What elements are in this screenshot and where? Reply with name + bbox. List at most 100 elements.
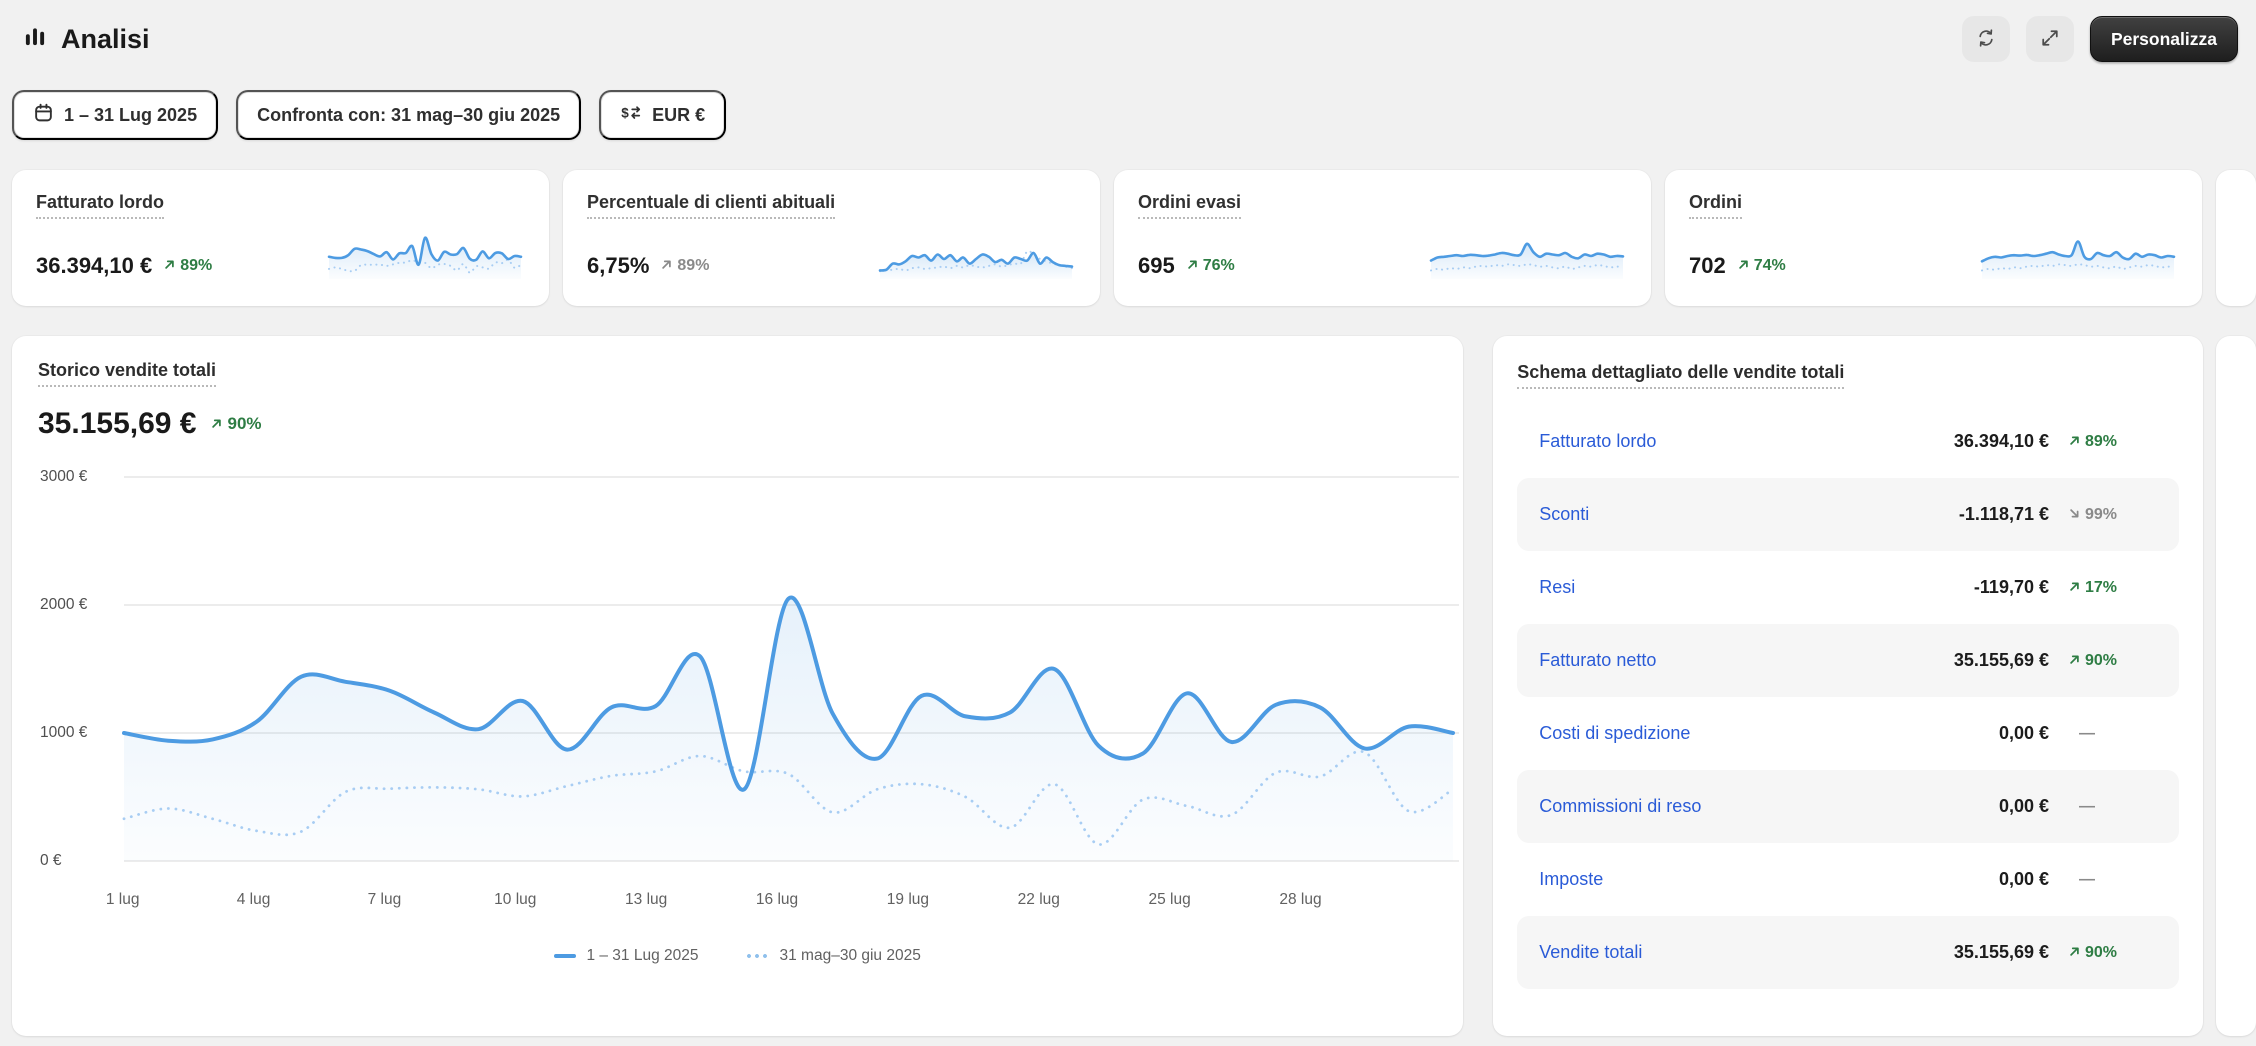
total-sales-chart-panel: Storico vendite totali 35.155,69 € 90% 3… [12,336,1464,1036]
trend-arrow-icon [211,414,222,434]
legend-item-compare: 31 mag–30 giu 2025 [744,947,921,965]
detail-row[interactable]: Vendite totali 35.155,69 € 90% [1517,916,2179,989]
detail-value: -119,70 € [1973,577,2049,597]
detail-row[interactable]: Fatturato lordo 36.394,10 € 89% [1517,405,2179,478]
detail-delta: — [2069,725,2157,743]
kpi-title-link[interactable]: Percentuale di clienti abituali [587,192,836,219]
trend-arrow-icon [2069,506,2080,524]
detail-delta: 90% [2069,944,2157,962]
refresh-icon [1975,27,1997,52]
detail-value: 0,00 € [1998,796,2049,816]
detail-value: 35.155,69 € [1953,942,2049,962]
detail-row[interactable]: Commissioni di reso 0,00 € — [1517,770,2179,843]
x-tick-label: 7 lug [367,891,402,908]
kpi-title-link[interactable]: Ordini [1689,192,1742,219]
detail-delta: 17% [2069,579,2157,597]
title-group: Analisi [22,24,150,55]
currency-label: EUR € [652,104,706,125]
detail-metric-link[interactable]: Fatturato netto [1539,650,1657,670]
trend-arrow-icon [2069,652,2080,670]
chart-delta: 90% [211,414,262,434]
detail-row[interactable]: Sconti -1.118,71 € 99% [1517,478,2179,551]
expand-icon [2039,27,2061,52]
kpi-value: 695 [1138,253,1175,278]
sales-line-chart[interactable] [38,465,1459,875]
y-tick-label: 3000 € [40,468,88,485]
detail-row[interactable]: Imposte 0,00 € — [1517,843,2179,916]
detail-value: 36.394,10 € [1953,431,2049,451]
kpi-title-link[interactable]: Ordini evasi [1138,192,1242,219]
refresh-button[interactable] [1961,16,2010,62]
kpi-delta: 89% [164,257,212,275]
detail-delta: — [2069,871,2157,889]
kpi-row: Fatturato lordo 36.394,10 € 89% Percentu… [12,170,2256,306]
solid-line-swatch [554,954,577,958]
panel-partial [2216,336,2256,1036]
currency-picker[interactable]: $ EUR € [599,90,727,140]
detail-metric-link[interactable]: Vendite totali [1539,942,1643,962]
kpi-value: 36.394,10 € [36,253,153,278]
kpi-delta: 74% [1738,257,1786,275]
page-title: Analisi [61,23,150,54]
detail-metric-link[interactable]: Fatturato lordo [1539,431,1657,451]
detail-row[interactable]: Fatturato netto 35.155,69 € 90% [1517,624,2179,697]
legend-item-current: 1 – 31 Lug 2025 [554,947,699,965]
detail-metric-link[interactable]: Imposte [1539,869,1604,889]
x-tick-label: 10 lug [494,891,537,908]
date-range-label: 1 – 31 Lug 2025 [64,104,198,125]
detail-metric-link[interactable]: Resi [1539,577,1576,597]
trend-arrow-icon [2069,944,2080,962]
x-tick-label: 4 lug [236,891,271,908]
trend-arrow-icon [1187,257,1198,275]
detail-metric-link[interactable]: Sconti [1539,504,1590,524]
kpi-sparkline [1978,229,2178,281]
header-actions: Personalizza [1961,16,2238,62]
chart-legend: 1 – 31 Lug 2025 31 mag–30 giu 2025 [38,947,1437,965]
y-tick-label: 2000 € [40,596,88,613]
kpi-card-gross-sales: Fatturato lordo 36.394,10 € 89% [12,170,549,306]
breakdown-title-link[interactable]: Schema dettagliato delle vendite totali [1517,362,1845,389]
trend-arrow-icon [2069,433,2080,451]
svg-text:$: $ [621,105,629,120]
detail-value: 0,00 € [1998,723,2049,743]
calendar-icon [33,102,54,128]
filter-bar: 1 – 31 Lug 2025 Confronta con: 31 mag–30… [0,90,2256,140]
chart-title-link[interactable]: Storico vendite totali [38,360,217,387]
detail-metric-link[interactable]: Costi di spedizione [1539,723,1691,743]
x-tick-label: 28 lug [1279,891,1322,908]
chart-total-value: 35.155,69 € [38,407,197,440]
trend-arrow-icon [164,257,175,275]
kpi-card-fulfilled-orders: Ordini evasi 695 76% [1114,170,1651,306]
detail-metric-link[interactable]: Commissioni di reso [1539,796,1702,816]
detail-value: 0,00 € [1998,869,2049,889]
flat-dash-icon: — [2079,797,2095,815]
trend-arrow-icon [661,257,672,275]
detail-row[interactable]: Costi di spedizione 0,00 € — [1517,697,2179,770]
detail-row[interactable]: Resi -119,70 € 17% [1517,551,2179,624]
analytics-icon [22,24,48,55]
kpi-delta: 89% [661,257,709,275]
topbar: Analisi Personalizza [0,0,2256,62]
flat-dash-icon: — [2079,870,2095,888]
kpi-sparkline [1427,229,1627,281]
compare-picker[interactable]: Confronta con: 31 mag–30 giu 2025 [236,90,582,140]
personalize-button[interactable]: Personalizza [2089,16,2238,62]
x-tick-label: 16 lug [755,891,799,908]
currency-exchange-icon: $ [620,102,642,129]
kpi-value: 6,75% [587,253,650,278]
x-tick-label: 22 lug [1017,891,1060,908]
main-row: Storico vendite totali 35.155,69 € 90% 3… [12,336,2256,1036]
detail-delta: — [2069,798,2157,816]
detail-value: 35.155,69 € [1953,650,2049,670]
detail-delta: 90% [2069,652,2157,670]
expand-button[interactable] [2025,16,2074,62]
date-range-picker[interactable]: 1 – 31 Lug 2025 [12,90,219,140]
sales-chart-plot[interactable]: 3000 € 2000 € 1000 € 0 € [38,465,1459,875]
kpi-sparkline [325,229,525,281]
x-tick-label: 13 lug [625,891,668,908]
kpi-title-link[interactable]: Fatturato lordo [36,192,164,219]
kpi-delta: 76% [1187,257,1235,275]
sales-breakdown-panel: Schema dettagliato delle vendite totali … [1493,336,2203,1036]
trend-arrow-icon [1738,257,1749,275]
